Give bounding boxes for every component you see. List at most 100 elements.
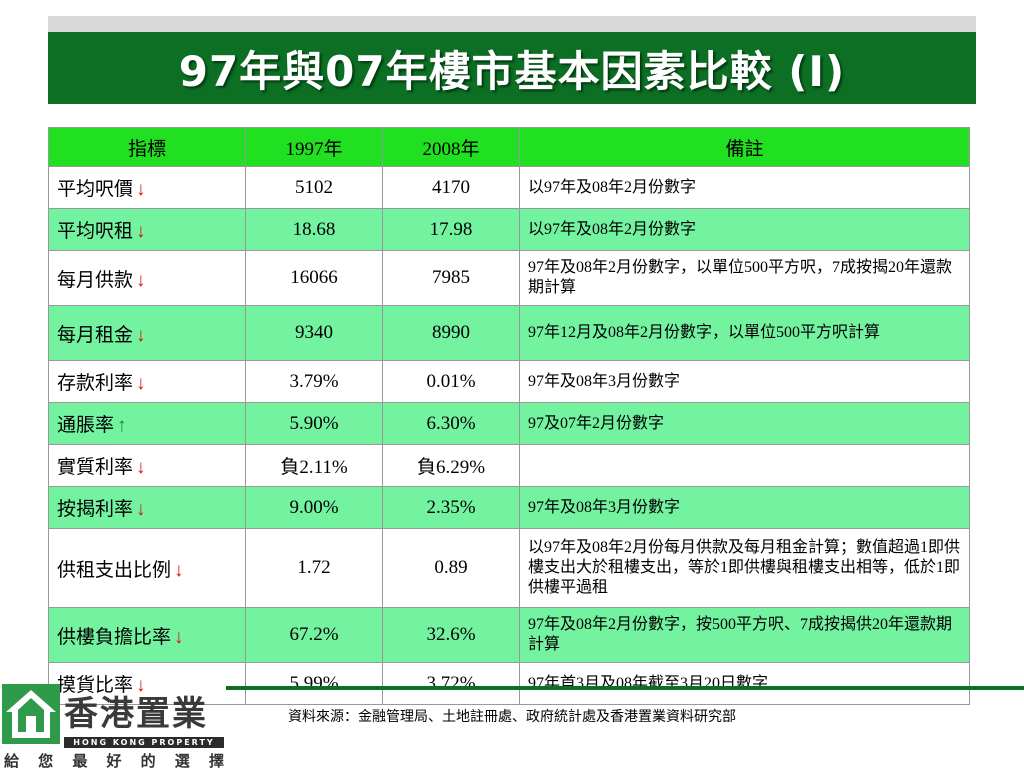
slogan-char: 給 bbox=[4, 752, 20, 770]
table-row: 摸貨比率 ↓ 5.99% 3.72% 97年首3月及08年截至3月20日數字 bbox=[48, 662, 970, 705]
slogan-char: 的 bbox=[140, 752, 156, 770]
value-1997: 67.2% bbox=[245, 607, 383, 663]
logo-english-name: HONG KONG PROPERTY bbox=[64, 737, 224, 748]
value-2008: 32.6% bbox=[382, 607, 520, 663]
slogan-char: 擇 bbox=[208, 752, 224, 770]
value-1997: 9340 bbox=[245, 305, 383, 361]
indicator-label: 平均呎租 bbox=[57, 221, 134, 242]
arrow-up-icon: ↑ bbox=[117, 415, 127, 436]
logo-company-name: 香港置業 bbox=[64, 694, 208, 734]
value-2008: 負6.29% bbox=[382, 444, 520, 487]
indicator-label: 存款利率 bbox=[57, 373, 134, 394]
value-1997: 18.68 bbox=[245, 208, 383, 251]
arrow-down-icon: ↓ bbox=[136, 221, 146, 242]
arrow-down-icon: ↓ bbox=[174, 559, 184, 581]
indicator-cell: 通脹率 ↑ bbox=[48, 402, 246, 445]
slogan-char: 好 bbox=[106, 752, 122, 770]
table-row: 通脹率 ↑ 5.90% 6.30% 97及07年2月份數字 bbox=[48, 402, 970, 445]
arrow-down-icon: ↓ bbox=[136, 373, 146, 394]
header-2008: 2008年 bbox=[382, 127, 520, 167]
slogan-char: 您 bbox=[38, 752, 54, 770]
value-2008: 2.35% bbox=[382, 486, 520, 529]
table-row: 每月供款 ↓ 16066 7985 97年及08年2月份數字，以單位500平方呎，… bbox=[48, 250, 970, 306]
indicator-cell: 按揭利率 ↓ bbox=[48, 486, 246, 529]
indicator-cell: 供租支出比例 ↓ bbox=[48, 528, 246, 608]
footer-divider bbox=[226, 686, 1024, 690]
house-logo-icon bbox=[2, 684, 60, 744]
arrow-down-icon: ↓ bbox=[136, 499, 146, 520]
title-bar: 97年與07年樓市基本因素比較 (I) bbox=[48, 32, 976, 104]
indicator-label: 摸貨比率 bbox=[57, 675, 134, 696]
indicator-label: 每月租金 bbox=[57, 324, 134, 346]
note-cell: 以97年及08年2月份每月供款及每月租金計算；數值超過1即供樓支出大於租樓支出，… bbox=[519, 528, 970, 608]
value-2008: 0.01% bbox=[382, 360, 520, 403]
top-strip bbox=[48, 16, 976, 32]
value-2008: 4170 bbox=[382, 166, 520, 209]
note-cell: 97年12月及08年2月份數字，以單位500平方呎計算 bbox=[519, 305, 970, 361]
note-cell bbox=[519, 444, 970, 487]
note-cell: 97年及08年3月份數字 bbox=[519, 486, 970, 529]
slogan-char: 最 bbox=[72, 752, 88, 770]
value-1997: 9.00% bbox=[245, 486, 383, 529]
table-header-row: 指標 1997年 2008年 備註 bbox=[48, 127, 970, 167]
arrow-down-icon: ↓ bbox=[136, 457, 146, 478]
indicator-cell: 摸貨比率 ↓ bbox=[48, 662, 246, 705]
value-1997: 3.79% bbox=[245, 360, 383, 403]
note-cell: 以97年及08年2月份數字 bbox=[519, 166, 970, 209]
comparison-table: 指標 1997年 2008年 備註 平均呎價 ↓ 5102 4170 以97年及0… bbox=[48, 127, 970, 705]
table-row: 平均呎租 ↓ 18.68 17.98 以97年及08年2月份數字 bbox=[48, 208, 970, 251]
note-cell: 97年及08年2月份數字，以單位500平方呎，7成按揭20年還款期計算 bbox=[519, 250, 970, 306]
indicator-cell: 每月供款 ↓ bbox=[48, 250, 246, 306]
indicator-label: 每月供款 bbox=[57, 269, 134, 291]
value-2008: 7985 bbox=[382, 250, 520, 306]
table-row: 供樓負擔比率 ↓ 67.2% 32.6% 97年及08年2月份數字，按500平方呎… bbox=[48, 607, 970, 663]
note-cell: 97年首3月及08年截至3月20日數字 bbox=[519, 662, 970, 705]
indicator-cell: 每月租金 ↓ bbox=[48, 305, 246, 361]
indicator-label: 按揭利率 bbox=[57, 499, 134, 520]
note-cell: 97年及08年3月份數字 bbox=[519, 360, 970, 403]
indicator-label: 平均呎價 bbox=[57, 179, 134, 200]
indicator-label: 通脹率 bbox=[57, 415, 115, 436]
indicator-cell: 實質利率 ↓ bbox=[48, 444, 246, 487]
header-1997: 1997年 bbox=[245, 127, 383, 167]
value-2008: 8990 bbox=[382, 305, 520, 361]
value-1997: 5102 bbox=[245, 166, 383, 209]
indicator-cell: 存款利率 ↓ bbox=[48, 360, 246, 403]
value-1997: 16066 bbox=[245, 250, 383, 306]
value-1997: 5.90% bbox=[245, 402, 383, 445]
indicator-label: 實質利率 bbox=[57, 457, 134, 478]
indicator-label: 供樓負擔比率 bbox=[57, 626, 172, 648]
value-2008: 0.89 bbox=[382, 528, 520, 608]
table-row: 每月租金 ↓ 9340 8990 97年12月及08年2月份數字，以單位500平方… bbox=[48, 305, 970, 361]
value-2008: 17.98 bbox=[382, 208, 520, 251]
table-row: 供租支出比例 ↓ 1.72 0.89 以97年及08年2月份每月供款及每月租金計算… bbox=[48, 528, 970, 608]
page-title: 97年與07年樓市基本因素比較 (I) bbox=[178, 46, 846, 96]
arrow-down-icon: ↓ bbox=[136, 675, 146, 696]
logo-slogan: 給 您 最 好 的 選 擇 bbox=[4, 750, 224, 771]
header-indicator: 指標 bbox=[48, 127, 246, 167]
company-logo: 香港置業 HONG KONG PROPERTY 給 您 最 好 的 選 擇 bbox=[0, 684, 226, 771]
source-note: 資料來源：金融管理局、土地註冊處、政府統計處及香港置業資料研究部 bbox=[288, 710, 736, 725]
value-1997: 負2.11% bbox=[245, 444, 383, 487]
note-cell: 97年及08年2月份數字，按500平方呎、7成按揭供20年還款期計算 bbox=[519, 607, 970, 663]
arrow-down-icon: ↓ bbox=[174, 626, 184, 648]
indicator-label: 供租支出比例 bbox=[57, 559, 172, 581]
arrow-down-icon: ↓ bbox=[136, 269, 146, 291]
value-2008: 3.72% bbox=[382, 662, 520, 705]
arrow-down-icon: ↓ bbox=[136, 179, 146, 200]
value-1997: 5.99% bbox=[245, 662, 383, 705]
indicator-cell: 供樓負擔比率 ↓ bbox=[48, 607, 246, 663]
note-cell: 97及07年2月份數字 bbox=[519, 402, 970, 445]
value-1997: 1.72 bbox=[245, 528, 383, 608]
value-2008: 6.30% bbox=[382, 402, 520, 445]
table-row: 實質利率 ↓ 負2.11% 負6.29% bbox=[48, 444, 970, 487]
note-cell: 以97年及08年2月份數字 bbox=[519, 208, 970, 251]
slogan-char: 選 bbox=[174, 752, 190, 770]
table-row: 平均呎價 ↓ 5102 4170 以97年及08年2月份數字 bbox=[48, 166, 970, 209]
indicator-cell: 平均呎價 ↓ bbox=[48, 166, 246, 209]
header-notes: 備註 bbox=[519, 127, 970, 167]
indicator-cell: 平均呎租 ↓ bbox=[48, 208, 246, 251]
arrow-down-icon: ↓ bbox=[136, 324, 146, 346]
table-row: 存款利率 ↓ 3.79% 0.01% 97年及08年3月份數字 bbox=[48, 360, 970, 403]
table-row: 按揭利率 ↓ 9.00% 2.35% 97年及08年3月份數字 bbox=[48, 486, 970, 529]
